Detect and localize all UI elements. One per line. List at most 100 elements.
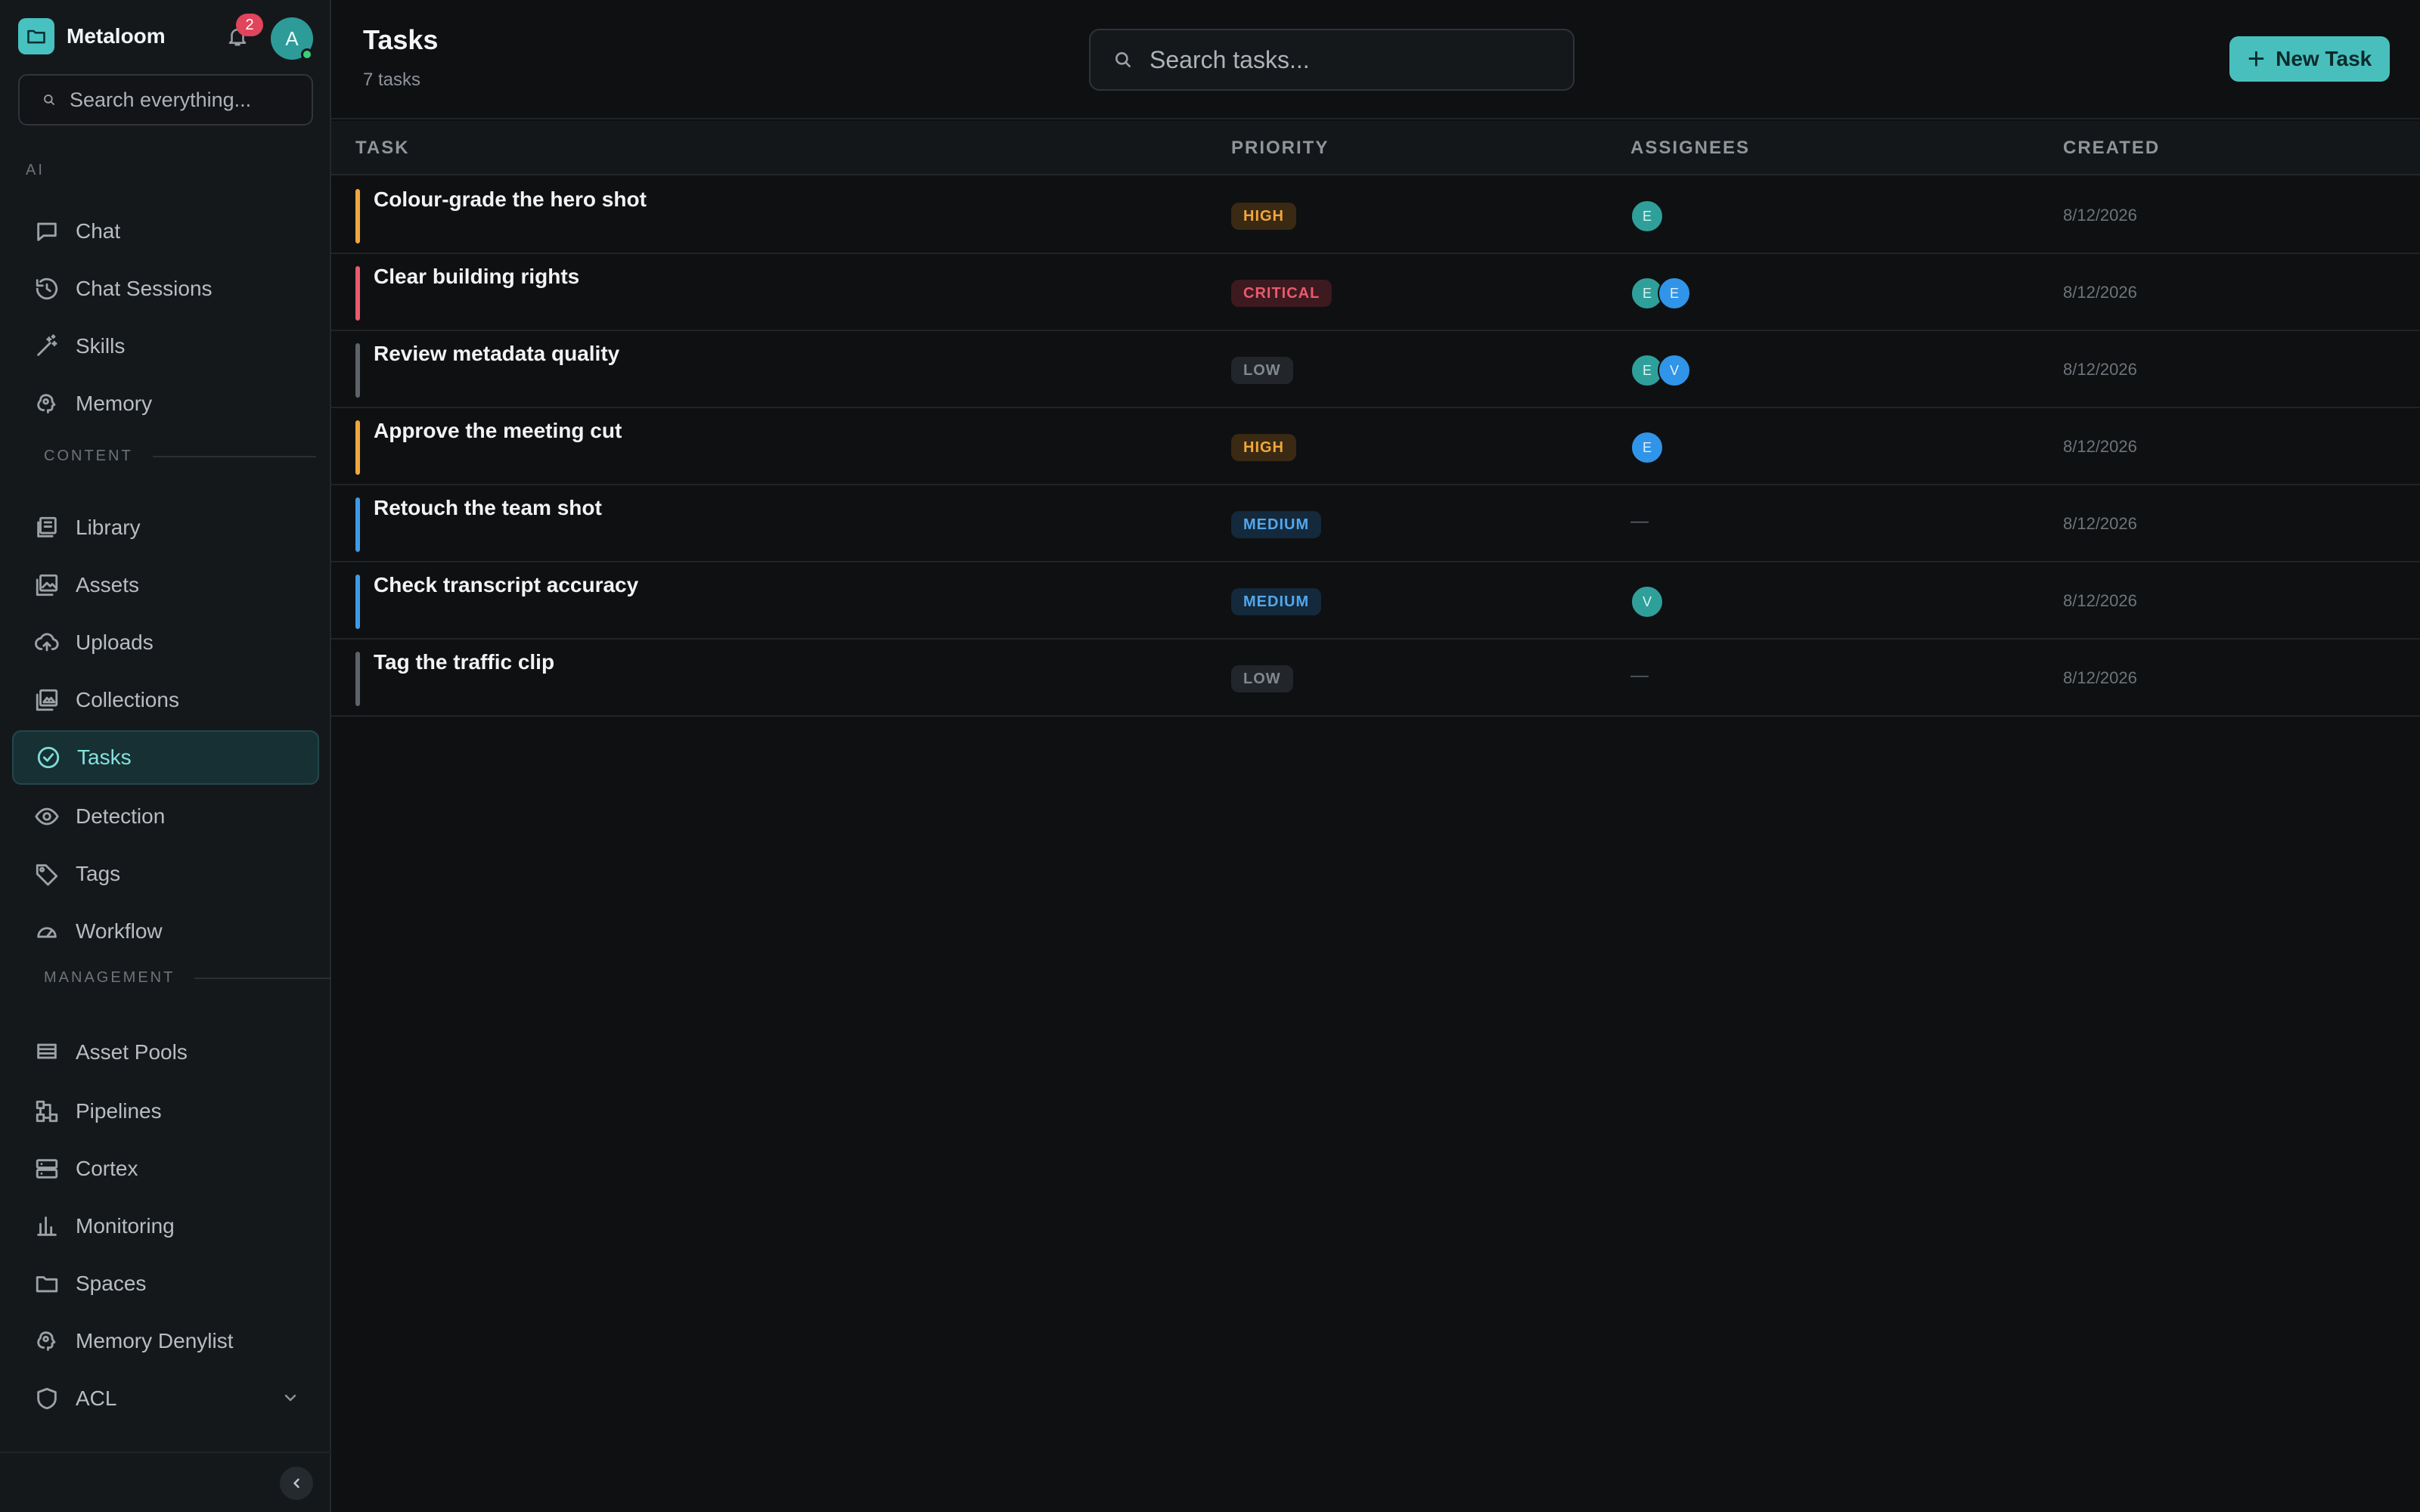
sidebar-item-label: Asset Pools <box>76 1040 188 1064</box>
library-icon <box>32 513 62 543</box>
priority-indicator-bar <box>355 420 360 475</box>
sidebar-item-monitoring[interactable]: Monitoring <box>12 1199 319 1253</box>
sidebar-item-acl[interactable]: ACL <box>12 1371 319 1426</box>
task-count: 7 tasks <box>363 70 421 90</box>
table-row[interactable]: Retouch the team shot MEDIUM — 8/12/2026 <box>331 485 2420 562</box>
shield-icon <box>32 1383 62 1414</box>
section-label-text: CONTENT <box>44 448 133 464</box>
sidebar-item-label: Tags <box>76 862 121 885</box>
global-search-input[interactable] <box>70 88 312 112</box>
sidebar-item-skills[interactable]: Skills <box>12 319 319 373</box>
global-search-box[interactable] <box>18 74 313 125</box>
sidebar-item-chat-sessions[interactable]: Chat Sessions <box>12 262 319 316</box>
no-assignee: — <box>1630 665 1649 686</box>
collapse-sidebar-button[interactable] <box>280 1467 313 1500</box>
column-header-assignees[interactable]: ASSIGNEES <box>1630 138 1751 158</box>
assignee-avatar[interactable]: E <box>1630 431 1664 464</box>
sidebar-item-tags[interactable]: Tags <box>12 847 319 901</box>
chevron-down-icon[interactable] <box>281 1388 299 1412</box>
eye-icon <box>32 801 62 832</box>
priority-indicator-bar <box>355 189 360 243</box>
created-date: 8/12/2026 <box>2063 360 2137 379</box>
assignee-avatar[interactable]: E <box>1658 277 1691 310</box>
column-header-created[interactable]: CREATED <box>2063 138 2161 158</box>
sidebar-item-label: Pipelines <box>76 1099 162 1123</box>
priority-badge: MEDIUM <box>1231 511 1322 538</box>
priority-badge: MEDIUM <box>1231 588 1322 615</box>
task-title[interactable]: Retouch the team shot <box>374 496 602 519</box>
task-title[interactable]: Clear building rights <box>374 265 580 288</box>
section-label-text: AI <box>26 162 45 178</box>
sidebar-item-tasks[interactable]: Tasks <box>12 730 319 785</box>
online-status-dot <box>301 48 313 60</box>
created-date: 8/12/2026 <box>2063 283 2137 302</box>
table-row[interactable]: Review metadata quality LOW E V 8/12/2026 <box>331 331 2420 408</box>
sidebar-item-memory-denylist[interactable]: Memory Denylist <box>12 1314 319 1368</box>
sidebar-item-detection[interactable]: Detection <box>12 789 319 844</box>
section-label-text: MANAGEMENT <box>44 969 175 986</box>
pools-icon <box>32 1037 62 1067</box>
sidebar-item-label: Spaces <box>76 1272 147 1295</box>
sidebar-item-workflow[interactable]: Workflow <box>12 904 319 959</box>
created-date: 8/12/2026 <box>2063 668 2137 687</box>
sidebar-item-label: Chat Sessions <box>76 277 213 300</box>
sidebar-item-label: Memory <box>76 392 153 415</box>
sidebar-item-library[interactable]: Library <box>12 500 319 555</box>
priority-badge: LOW <box>1231 665 1293 692</box>
section-label-ai: AI <box>26 162 45 179</box>
section-divider <box>194 977 337 979</box>
assignee-avatars: E <box>1630 431 1664 464</box>
priority-indicator-bar <box>355 652 360 706</box>
task-title[interactable]: Approve the meeting cut <box>374 419 622 442</box>
task-title[interactable]: Review metadata quality <box>374 342 620 365</box>
page-header: Tasks 7 tasks + New Task <box>331 0 2420 119</box>
section-divider <box>152 455 316 457</box>
search-icon <box>1115 52 1131 67</box>
gauge-icon <box>32 916 62 947</box>
new-task-button[interactable]: + New Task <box>2229 36 2390 82</box>
search-icon <box>44 94 54 105</box>
sidebar-item-memory[interactable]: Memory <box>12 376 319 431</box>
sidebar-item-pipelines[interactable]: Pipelines <box>12 1084 319 1139</box>
column-header-task[interactable]: TASK <box>355 138 410 158</box>
table-row[interactable]: Check transcript accuracy MEDIUM V 8/12/202… <box>331 562 2420 640</box>
table-row[interactable]: Approve the meeting cut HIGH E 8/12/2026 <box>331 408 2420 485</box>
task-title[interactable]: Check transcript accuracy <box>374 573 639 596</box>
sidebar-item-label: Skills <box>76 334 126 358</box>
sidebar-item-asset-pools[interactable]: Asset Pools <box>12 1025 319 1080</box>
assignee-avatar[interactable]: E <box>1630 200 1664 233</box>
priority-badge: LOW <box>1231 357 1293 384</box>
notification-badge: 2 <box>236 14 263 36</box>
task-title[interactable]: Colour-grade the hero shot <box>374 187 647 211</box>
sidebar-item-spaces[interactable]: Spaces <box>12 1256 319 1311</box>
table-row[interactable]: Colour-grade the hero shot HIGH E 8/12/2026 <box>331 177 2420 254</box>
sidebar-item-uploads[interactable]: Uploads <box>12 615 319 670</box>
priority-indicator-bar <box>355 343 360 398</box>
assignee-avatar[interactable]: V <box>1658 354 1691 387</box>
tag-icon <box>32 859 62 889</box>
sidebar-item-label: Uploads <box>76 631 154 654</box>
sidebar-item-label: Workflow <box>76 919 163 943</box>
image-stack-icon <box>32 570 62 600</box>
task-title[interactable]: Tag the traffic clip <box>374 650 555 674</box>
table-row[interactable]: Clear building rights CRITICAL E E 8/12/2026 <box>331 254 2420 331</box>
sidebar-item-collections[interactable]: Collections <box>12 673 319 727</box>
sidebar-item-assets[interactable]: Assets <box>12 558 319 612</box>
table-row[interactable]: Tag the traffic clip LOW — 8/12/2026 <box>331 640 2420 717</box>
assignee-avatar[interactable]: V <box>1630 585 1664 618</box>
cloud-upload-icon <box>32 627 62 658</box>
assignee-avatars: V <box>1630 585 1664 618</box>
history-icon <box>32 274 62 304</box>
sidebar-item-cortex[interactable]: Cortex <box>12 1142 319 1196</box>
column-header-priority[interactable]: PRIORITY <box>1231 138 1329 158</box>
priority-badge: CRITICAL <box>1231 280 1333 307</box>
sidebar-item-chat[interactable]: Chat <box>12 204 319 259</box>
task-search-input[interactable] <box>1150 45 1558 74</box>
task-search-box[interactable] <box>1089 29 1575 91</box>
folder-icon <box>32 1269 62 1299</box>
chevron-left-icon <box>293 1478 299 1489</box>
collections-icon <box>32 685 62 715</box>
